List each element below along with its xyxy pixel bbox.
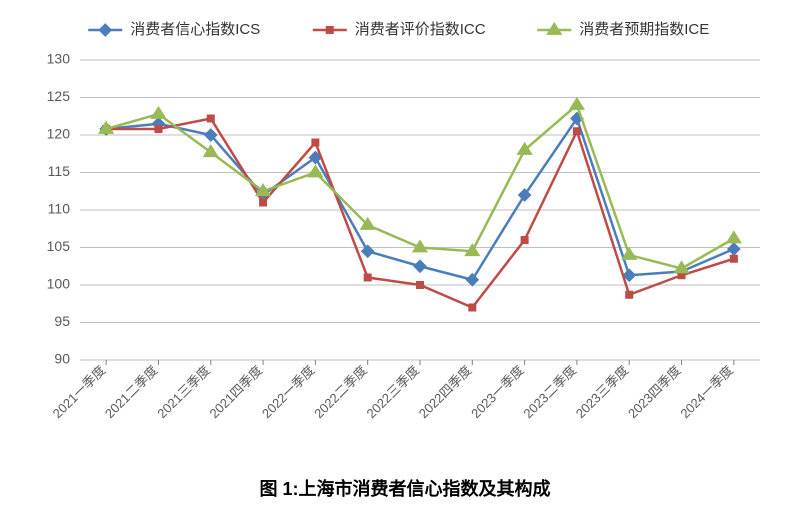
y-tick-label: 110 [48,201,71,217]
y-tick-label: 100 [47,276,71,292]
legend-label: 消费者预期指数ICE [579,21,709,38]
legend-label: 消费者信心指数ICS [130,21,260,38]
line-chart: 90951001051101151201251302021一季度2021二季度2… [0,0,810,512]
y-tick-label: 95 [54,313,70,329]
legend-label: 消费者评价指数ICC [355,21,486,38]
y-tick-label: 130 [47,51,71,67]
y-tick-label: 90 [54,351,70,367]
y-tick-label: 120 [47,126,71,142]
chart-container: 90951001051101151201251302021一季度2021二季度2… [0,0,810,512]
chart-title: 图 1:上海市消费者信心指数及其构成 [0,475,810,501]
y-tick-label: 115 [48,163,71,179]
y-tick-label: 125 [47,88,71,104]
y-tick-label: 105 [47,238,71,254]
